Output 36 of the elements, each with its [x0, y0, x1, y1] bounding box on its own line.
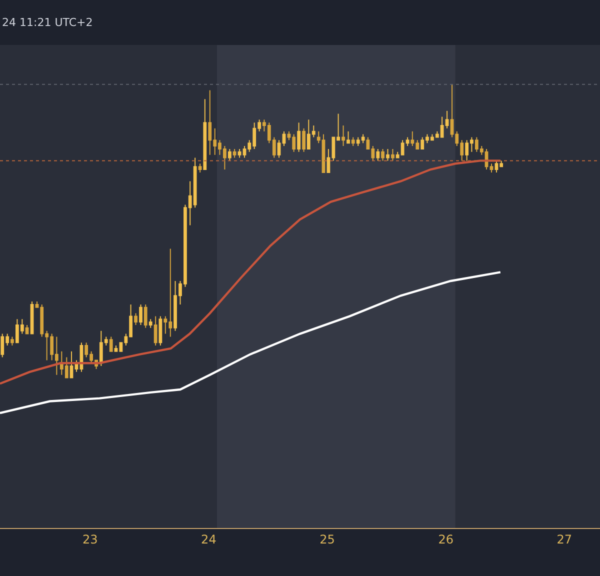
- candlestick: [114, 345, 118, 352]
- x-tick-label: 23: [82, 532, 98, 546]
- candlestick: [228, 148, 232, 162]
- candlestick: [342, 125, 345, 147]
- candlestick: [198, 163, 202, 173]
- candlestick: [277, 140, 281, 158]
- candlestick: [25, 324, 29, 334]
- candlestick: [351, 136, 355, 147]
- candlestick: [381, 148, 384, 162]
- candlestick: [70, 350, 74, 378]
- candlestick: [109, 336, 113, 352]
- candlestick: [490, 163, 494, 173]
- candlestick: [139, 304, 142, 326]
- candlestick: [134, 312, 138, 326]
- candlestick: [282, 130, 286, 147]
- text: 24 11:21 UTC+2: [2, 16, 93, 29]
- candlestick: [148, 318, 152, 328]
- candlestick: [158, 316, 162, 346]
- candlestick: [30, 301, 34, 334]
- candlestick: [302, 128, 306, 152]
- candlestick: [346, 130, 350, 144]
- candlestick: [297, 122, 301, 152]
- candlestick: [391, 148, 394, 162]
- candlestick: [10, 336, 14, 346]
- candlestick: [203, 98, 207, 170]
- candlestick: [238, 148, 242, 158]
- candlestick: [232, 148, 236, 158]
- x-tick-label: 26: [438, 532, 454, 546]
- x-tick-label: 27: [556, 532, 572, 546]
- candlestick: [144, 304, 148, 328]
- x-tick-label: 25: [320, 532, 335, 546]
- candlestick: [154, 316, 158, 346]
- candlestick: [326, 148, 330, 173]
- candlestick: [386, 148, 390, 162]
- x-tick-label: 24: [201, 532, 216, 546]
- candlestick: [376, 148, 380, 162]
